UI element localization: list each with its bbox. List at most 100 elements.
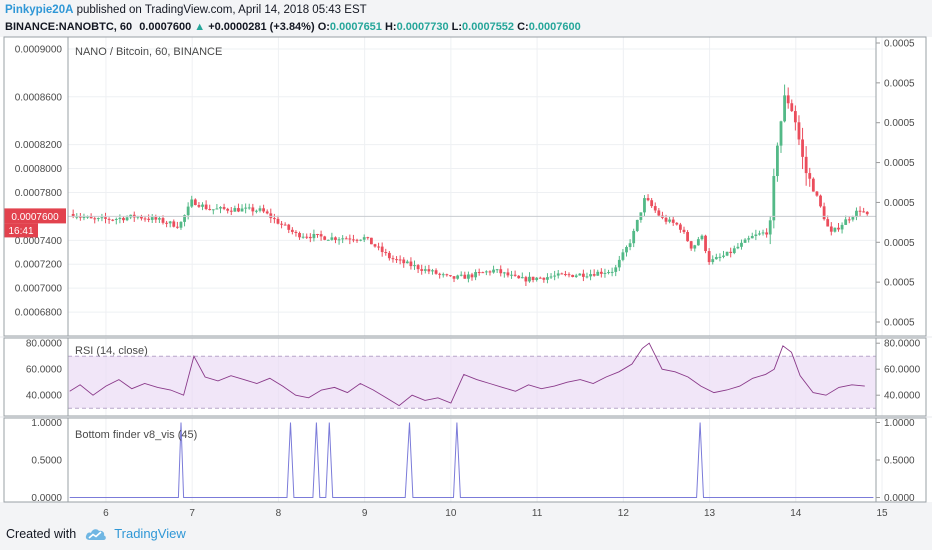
candle <box>484 270 488 276</box>
candle <box>247 203 251 210</box>
candle-body <box>305 236 309 238</box>
candle-body <box>495 269 499 271</box>
footer: Created with TradingView <box>6 520 186 548</box>
candle-body <box>707 251 711 263</box>
candle <box>610 267 614 277</box>
candle <box>750 232 754 239</box>
candle <box>499 265 503 277</box>
candle <box>427 264 431 275</box>
chart-canvas[interactable]: 6 7 8 9 10 11 12 13 14 15 0.0009000 0.0008600 0.0008… <box>0 0 932 520</box>
candle-body <box>330 237 334 240</box>
bf-pane-border <box>3 417 927 503</box>
candle-body <box>732 248 736 254</box>
tradingview-brand-link[interactable]: TradingView <box>114 526 186 541</box>
candle <box>625 245 628 257</box>
candle-body <box>477 272 481 274</box>
candle <box>797 115 801 146</box>
candle-body <box>571 274 575 277</box>
candle-body <box>689 241 693 249</box>
candle-body <box>840 224 844 230</box>
candle-body <box>538 277 542 279</box>
candle-body <box>535 277 539 281</box>
candle <box>607 269 610 275</box>
candle-body <box>312 234 316 239</box>
candle-body <box>589 274 592 277</box>
candle-body <box>696 239 700 246</box>
high-label: H: <box>384 21 397 33</box>
candle-body <box>348 238 352 240</box>
candle-body <box>671 219 675 223</box>
candle <box>441 272 445 278</box>
candle-body <box>398 259 402 261</box>
candle <box>348 234 352 245</box>
candle <box>82 213 86 221</box>
candle <box>222 203 226 211</box>
x-tick-label: 10 <box>445 508 457 519</box>
candle-body <box>118 217 122 219</box>
candle-body <box>811 178 815 192</box>
candle-body <box>82 217 86 219</box>
candle-body <box>369 237 373 245</box>
candle-body <box>362 237 366 240</box>
candle-body <box>197 205 201 207</box>
symbol-label: BINANCE:NANOBTC, 60 <box>5 21 133 33</box>
candle-body <box>269 213 273 219</box>
candle <box>581 269 585 282</box>
candle <box>689 240 693 251</box>
candle-body <box>240 208 244 212</box>
candle-body <box>729 251 733 254</box>
candle-body <box>664 217 668 222</box>
candle <box>492 265 495 274</box>
candle-body <box>758 233 761 235</box>
candle <box>599 268 603 278</box>
candle <box>319 230 323 241</box>
candle-body <box>643 198 646 213</box>
candle-body <box>168 221 172 224</box>
candle <box>808 167 812 187</box>
candle <box>96 217 100 222</box>
candle-body <box>815 191 819 196</box>
candle <box>553 270 557 281</box>
price-pane-border <box>3 36 927 337</box>
candle <box>459 271 463 277</box>
candle <box>344 236 348 240</box>
candle <box>355 238 359 243</box>
candle-body <box>862 211 866 213</box>
candle-body <box>617 259 621 268</box>
candle <box>542 277 546 283</box>
candle <box>776 142 779 182</box>
bottom-finder-tick-left: 0.5000 <box>31 456 62 467</box>
candle-body <box>89 216 93 219</box>
candle-body <box>125 217 129 221</box>
candle-body <box>420 269 424 271</box>
last-price-tag-label: 0.0007600 <box>11 212 59 223</box>
candle <box>283 222 287 226</box>
candle-body <box>86 216 89 218</box>
candle-body <box>610 271 614 273</box>
candle-body <box>499 269 503 274</box>
candle <box>517 275 521 279</box>
candle-body <box>208 209 212 211</box>
low-value: 0.0007552 <box>462 21 515 33</box>
candle <box>240 204 244 212</box>
candle-body <box>255 210 258 212</box>
rsi-tick-right: 40.0000 <box>884 391 921 402</box>
rsi-pane-border <box>3 337 927 417</box>
candle-body <box>161 218 165 223</box>
candle-body <box>822 206 826 220</box>
candle <box>596 269 600 276</box>
candle <box>729 247 733 258</box>
candle <box>420 264 424 275</box>
candle <box>158 216 161 224</box>
candle-body <box>528 276 531 282</box>
y-tick-label-left: 0.0007200 <box>15 260 63 271</box>
candle <box>208 204 212 211</box>
candle-body <box>434 270 438 274</box>
author-link[interactable]: Pinkypie20A <box>5 4 74 16</box>
candle <box>305 233 309 239</box>
candle <box>747 235 751 243</box>
candle <box>93 216 97 224</box>
candle <box>377 242 380 251</box>
x-tick-label: 6 <box>103 508 109 519</box>
countdown-tag <box>4 223 38 238</box>
